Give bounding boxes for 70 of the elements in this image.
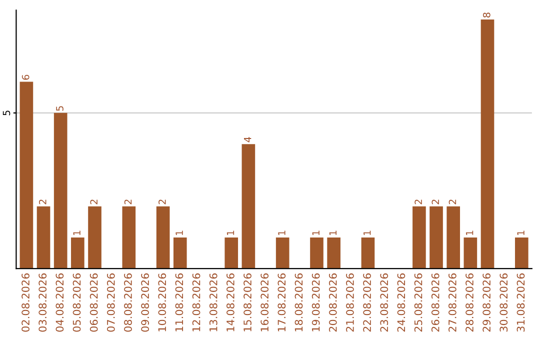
x-tick-label: 02.08.2026: [22, 273, 30, 332]
data-label: 1: [73, 230, 80, 236]
bar: [156, 206, 170, 269]
bar: [122, 206, 136, 269]
x-tick-label: 25.08.2026: [414, 273, 422, 332]
data-label: 2: [448, 200, 456, 204]
x-tick-label: 29.08.2026: [482, 273, 491, 332]
data-label: 2: [90, 200, 98, 204]
bar: [361, 237, 375, 269]
data-label: 4: [244, 137, 252, 142]
data-label: 2: [158, 200, 166, 204]
x-tick-label: 21.08.2026: [346, 273, 354, 332]
x-tick-label: 27.08.2026: [448, 273, 456, 332]
bar: [54, 112, 68, 269]
bar: [446, 206, 460, 269]
data-label: 1: [176, 230, 183, 236]
bar: [430, 206, 443, 269]
data-label: 2: [38, 200, 46, 204]
bar: [464, 237, 478, 269]
data-label: 6: [22, 74, 30, 80]
data-label: 5: [56, 106, 64, 111]
x-tick-label: 19.08.2026: [312, 273, 320, 332]
x-tick-label: 12.08.2026: [192, 273, 200, 332]
x-tick-label: 24.08.2026: [397, 273, 406, 332]
bar: [242, 144, 256, 269]
bar: [173, 237, 187, 269]
data-label: 1: [466, 230, 474, 236]
x-tick-label: 20.08.2026: [328, 273, 337, 332]
bar: [412, 206, 426, 269]
data-label: 1: [329, 230, 336, 236]
bar: [310, 237, 324, 269]
x-tick-label: 31.08.2026: [516, 273, 525, 332]
x-tick-label: 28.08.2026: [466, 273, 474, 332]
x-tick-label: 13.08.2026: [209, 273, 218, 332]
x-tick-label: 11.08.2026: [175, 273, 184, 332]
data-label: 2: [124, 200, 132, 204]
data-label: 2: [432, 200, 439, 204]
data-label: 1: [364, 230, 371, 236]
x-tick-label: 17.08.2026: [278, 273, 286, 332]
x-tick-label: 03.08.2026: [38, 273, 47, 332]
bar: [514, 237, 528, 269]
bar: [36, 206, 50, 269]
data-label: 1: [312, 230, 320, 236]
x-tick-label: 18.08.2026: [294, 273, 303, 332]
bar: [88, 206, 102, 269]
x-tick-label: 07.08.2026: [106, 273, 115, 332]
bar: [71, 237, 84, 269]
x-tick-label: 06.08.2026: [90, 273, 98, 332]
bar: [480, 20, 494, 269]
x-tick-label: 10.08.2026: [158, 273, 166, 332]
x-tick-label: 23.08.2026: [380, 273, 388, 332]
data-label: 8: [482, 12, 490, 18]
data-label: 1: [278, 230, 286, 236]
data-label: 2: [414, 200, 422, 204]
data-label: 1: [226, 230, 234, 236]
bar: [327, 237, 340, 269]
x-tick-label: 09.08.2026: [141, 273, 149, 332]
x-tick-label: 30.08.2026: [500, 273, 508, 332]
x-tick-label: 05.08.2026: [72, 273, 81, 332]
x-tick-label: 08.08.2026: [124, 273, 132, 332]
x-tick-label: 04.08.2026: [56, 273, 64, 332]
bar: [20, 82, 34, 269]
x-tick-label: 22.08.2026: [363, 273, 371, 332]
x-tick-label: 26.08.2026: [431, 273, 440, 332]
x-tick-label: 15.08.2026: [244, 273, 252, 332]
bar: [224, 237, 238, 269]
x-tick-label: 16.08.2026: [260, 273, 269, 332]
bar: [276, 237, 290, 269]
x-tick-label: 14.08.2026: [226, 273, 234, 332]
data-label: 1: [517, 230, 524, 236]
